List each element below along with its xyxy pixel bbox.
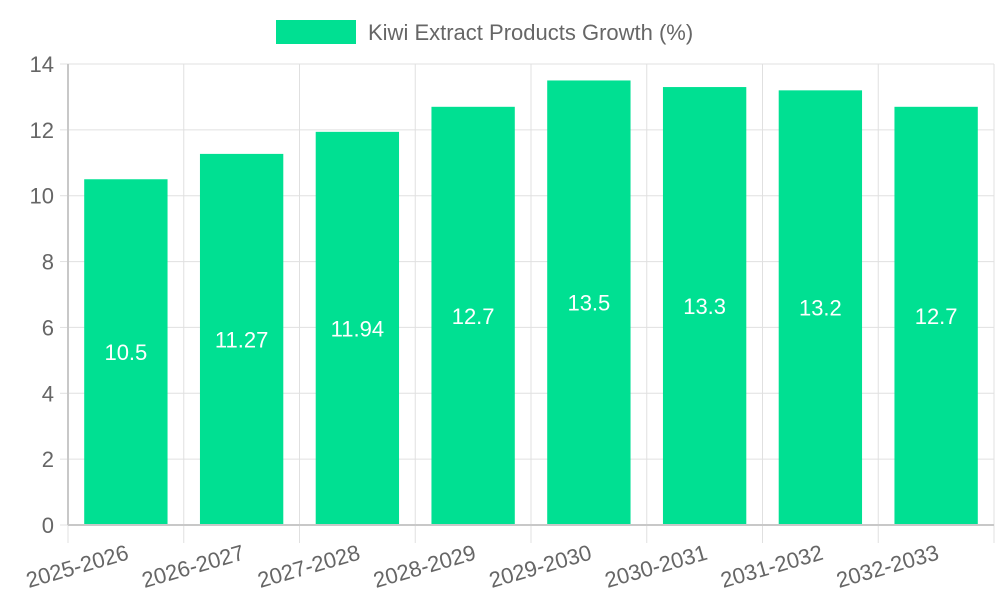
bar	[431, 106, 515, 526]
y-tick-label: 12	[30, 118, 54, 143]
x-tick-label: 2032-2033	[833, 540, 941, 593]
x-tick-label: 2025-2026	[23, 540, 131, 593]
x-tick-label: 2028-2029	[370, 540, 478, 593]
y-tick-label: 2	[42, 447, 54, 472]
bar-value-label: 13.3	[683, 294, 726, 319]
y-tick-label: 10	[30, 184, 54, 209]
legend-swatch	[276, 20, 356, 44]
bar-value-label: 13.2	[799, 296, 842, 321]
bar-value-label: 12.7	[452, 304, 495, 329]
y-tick-label: 4	[42, 381, 54, 406]
y-tick-label: 0	[42, 513, 54, 538]
x-tick-label: 2029-2030	[486, 540, 594, 593]
x-tick-label: 2031-2032	[718, 540, 826, 593]
bar	[778, 90, 863, 525]
y-tick-label: 8	[42, 250, 54, 275]
x-tick-label: 2027-2028	[255, 540, 363, 593]
bar	[662, 87, 747, 526]
data-labels: 10.5 11.27 11.94 12.7 13.5 13.3 13.2 12.7	[104, 291, 957, 365]
bars	[84, 80, 978, 526]
bar	[199, 153, 284, 525]
x-tick-label: 2026-2027	[139, 540, 247, 593]
x-tick-label: 2030-2031	[602, 540, 710, 593]
bar	[84, 179, 168, 525]
y-tick-label: 6	[42, 315, 54, 340]
legend: Kiwi Extract Products Growth (%)	[276, 20, 693, 45]
legend-label: Kiwi Extract Products Growth (%)	[368, 20, 693, 45]
y-axis-ticks: 0 2 4 6 8 10 12 14	[30, 52, 54, 538]
bar-value-label: 10.5	[104, 340, 147, 365]
x-axis-ticks: 2025-2026 2026-2027 2027-2028 2028-2029 2029…	[23, 540, 941, 593]
bar	[894, 106, 978, 526]
y-tick-label: 14	[30, 52, 54, 77]
bar	[315, 131, 400, 525]
bar-value-label: 13.5	[567, 291, 610, 316]
bar	[547, 80, 631, 525]
bar-value-label: 11.27	[215, 327, 268, 352]
bar-value-label: 11.94	[331, 316, 384, 341]
bar-value-label: 12.7	[915, 304, 958, 329]
